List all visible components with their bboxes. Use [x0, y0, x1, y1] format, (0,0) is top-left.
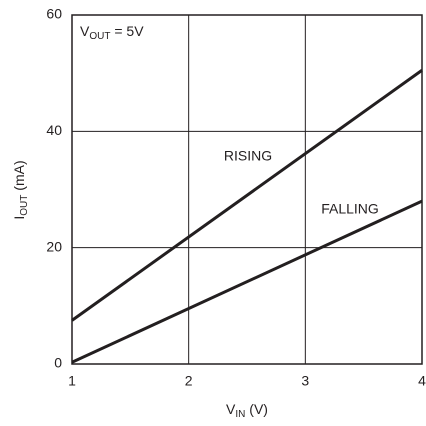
- x-label-main: V: [226, 401, 236, 417]
- annotation: VOUT = 5V: [80, 23, 144, 42]
- annotation-suffix: = 5V: [110, 23, 144, 39]
- series-label: FALLING: [321, 201, 379, 217]
- y-tick-label: 20: [46, 238, 62, 254]
- annotation-main: V: [80, 23, 90, 39]
- plot-frame: [71, 14, 423, 365]
- data-line: [71, 69, 423, 322]
- y-tick-label: 60: [46, 6, 62, 22]
- x-label-sub: IN: [235, 409, 245, 420]
- y-tick-label: 0: [54, 355, 62, 371]
- y-label-suffix: (mA): [11, 160, 27, 194]
- x-tick-label: 1: [68, 373, 76, 389]
- y-tick-label: 40: [46, 122, 62, 138]
- x-tick-label: 2: [185, 373, 193, 389]
- series-label: RISING: [224, 148, 272, 164]
- x-axis-label: VIN (V): [226, 401, 268, 420]
- x-tick-label: 3: [301, 373, 309, 389]
- data-line: [71, 199, 423, 364]
- annotation-sub: OUT: [89, 31, 110, 42]
- x-label-suffix: (V): [245, 401, 268, 417]
- y-label-main: I: [11, 216, 27, 220]
- x-tick-label: 4: [418, 373, 426, 389]
- y-axis-label: IOUT (mA): [11, 160, 30, 219]
- y-label-sub: OUT: [19, 195, 30, 216]
